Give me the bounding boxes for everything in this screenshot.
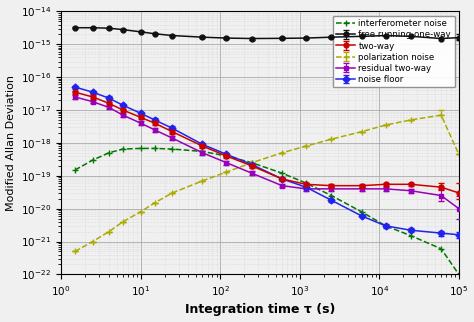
interferometer noise [303,181,309,185]
interferometer noise [169,147,175,151]
Legend: interferometer noise, free running one-way, two-way, polarization noise, residua: interferometer noise, free running one-w… [333,16,455,87]
interferometer noise [106,151,112,155]
interferometer noise [456,272,462,276]
interferometer noise [279,171,285,175]
Y-axis label: Modified Allan Deviation: Modified Allan Deviation [6,75,16,211]
interferometer noise [249,161,255,165]
interferometer noise [408,234,414,238]
Line: interferometer noise: interferometer noise [72,146,462,277]
interferometer noise [383,224,388,228]
interferometer noise [328,194,334,197]
X-axis label: Integration time τ (s): Integration time τ (s) [185,303,335,317]
interferometer noise [438,247,444,251]
interferometer noise [90,158,96,162]
interferometer noise [152,147,157,150]
interferometer noise [120,147,126,151]
interferometer noise [224,154,229,158]
interferometer noise [72,168,78,172]
interferometer noise [138,147,144,150]
interferometer noise [359,210,365,214]
interferometer noise [200,149,205,153]
